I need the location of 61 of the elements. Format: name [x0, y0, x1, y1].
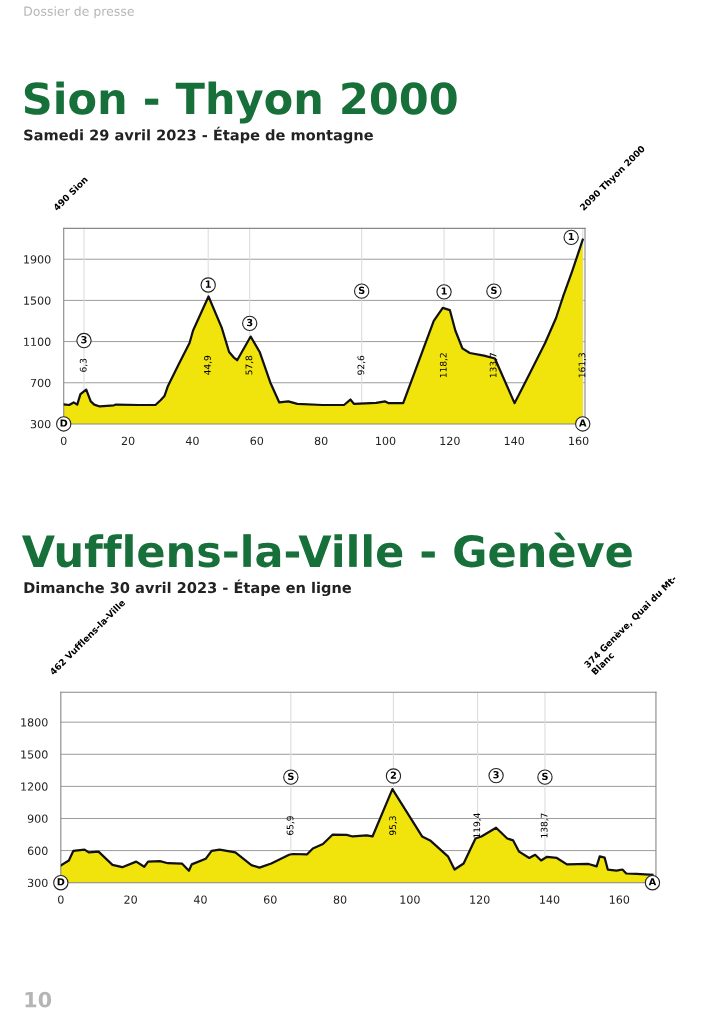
x-tick-label: 140 — [504, 436, 525, 446]
y-tick-label: 1900 — [24, 255, 51, 264]
ref-line-label: 161,3 — [578, 353, 587, 378]
x-tick-label: 60 — [263, 895, 277, 904]
x-tick-label: 40 — [193, 895, 207, 904]
x-tick-label: 100 — [376, 436, 396, 446]
annotation: S — [358, 286, 365, 294]
x-tick-label: 20 — [121, 436, 135, 446]
x-tick-label: 20 — [124, 895, 137, 904]
x-tick-label: 120 — [440, 436, 460, 446]
chart-title: Vufflens-la-Ville - Genève — [21, 532, 632, 568]
y-tick-label: 1100 — [24, 337, 51, 346]
ref-line-label: 44,9 — [203, 355, 212, 375]
x-tick-label: 160 — [609, 895, 630, 904]
x-tick-label: 140 — [540, 895, 560, 904]
annotation: 3 — [246, 318, 253, 327]
annotation: S — [491, 286, 497, 294]
ref-line-label: 118,2 — [439, 353, 448, 378]
y-tick-label: 1800 — [21, 718, 48, 727]
annotation: S — [542, 772, 548, 780]
y-tick-label: 700 — [30, 378, 51, 388]
y-tick-label: 600 — [27, 846, 48, 855]
y-tick-label: 1200 — [21, 782, 48, 791]
x-tick-label: 80 — [333, 895, 347, 904]
ref-line-label: 6,3 — [79, 358, 88, 372]
chart-subtitle: Dimanche 30 avril 2023 - Étape en ligne — [24, 579, 351, 597]
y-tick-label: 300 — [30, 419, 51, 429]
text: Dossier de presse — [24, 6, 134, 19]
y-tick-label: 300 — [27, 878, 48, 888]
ref-line-label: 92,6 — [357, 355, 366, 375]
annotation: 2 — [390, 771, 396, 779]
annotation: S — [288, 772, 294, 780]
x-tick-label: 100 — [400, 895, 420, 904]
annotation: 1 — [441, 287, 447, 295]
annotation: A — [648, 878, 657, 886]
annotation: 3 — [493, 771, 499, 779]
ref-line-label: 57,8 — [245, 355, 254, 375]
chart-title: Sion - Thyon 2000 — [24, 81, 457, 124]
y-tick-label: 1500 — [21, 750, 48, 759]
ref-line-label: 95,3 — [389, 816, 397, 836]
ref-line-label: 65,9 — [286, 816, 295, 835]
annotation: A — [579, 419, 587, 427]
x-tick-label: 160 — [569, 436, 589, 446]
x-tick-label: 0 — [58, 895, 64, 904]
ref-line-label: 119,4 — [473, 813, 482, 838]
ref-line-label: 133,7 — [489, 353, 498, 378]
x-tick-label: 0 — [60, 436, 67, 446]
x-tick-label: 120 — [470, 895, 490, 904]
y-tick-label: 900 — [27, 814, 48, 823]
annotation: D — [57, 878, 65, 886]
y-tick-label: 1500 — [24, 296, 51, 305]
annotation: 3 — [81, 336, 87, 344]
text: 10 — [25, 991, 52, 1008]
annotation: D — [60, 419, 68, 427]
ref-line-label: 138,7 — [540, 813, 549, 838]
annotation: 1 — [205, 280, 211, 288]
x-tick-label: 40 — [185, 436, 199, 446]
x-tick-label: 60 — [250, 436, 264, 446]
annotation: 1 — [568, 233, 574, 241]
x-tick-label: 80 — [314, 436, 328, 446]
chart-subtitle: Samedi 29 avril 2023 - Étape de montagne — [24, 126, 373, 144]
